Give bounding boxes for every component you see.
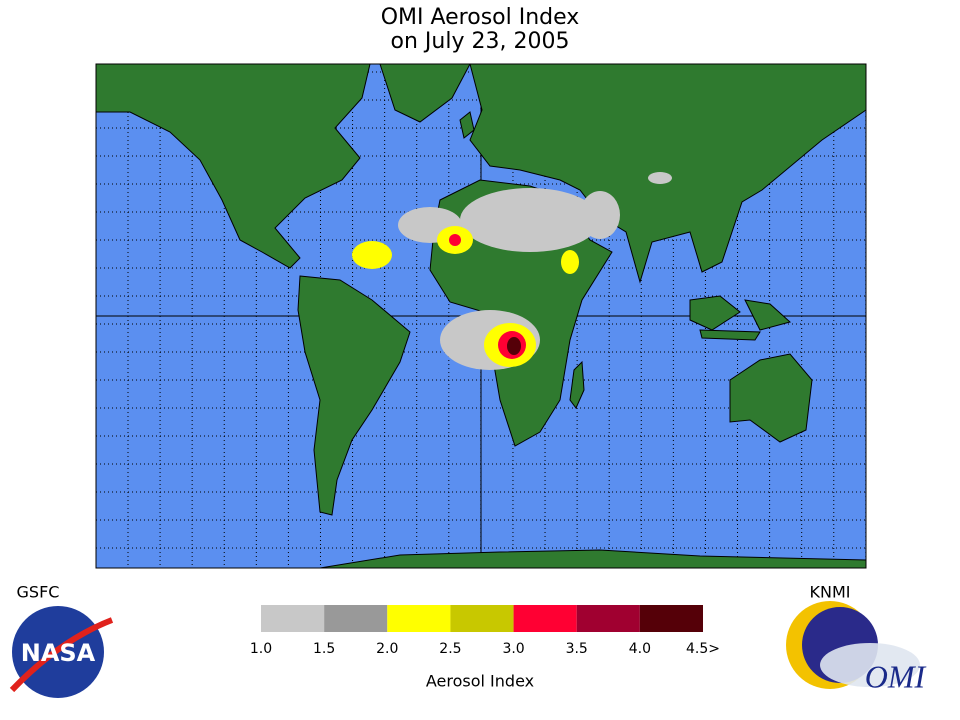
legend-swatch <box>324 605 388 632</box>
legend-label: 2.0 <box>376 641 398 657</box>
legend-swatch <box>261 605 325 632</box>
logo-caption: GSFC <box>17 583 60 602</box>
continents <box>95 63 867 569</box>
aerosol-patches <box>352 172 672 370</box>
legend-label: 3.5 <box>566 641 588 657</box>
legend: Aerosol Index 1.0 1.5 2.0 2.5 3.0 3.5 4.0 4.5> <box>250 605 720 691</box>
legend-label: 2.5 <box>439 641 461 657</box>
map <box>95 63 867 569</box>
omi-logo: KNMI OMI <box>786 583 927 694</box>
legend-title: Aerosol Index <box>426 672 534 691</box>
map-frame <box>95 63 867 569</box>
legend-swatch <box>576 605 640 632</box>
nasa-logo: GSFC NASA <box>9 583 114 698</box>
legend-label: 4.0 <box>629 641 651 657</box>
legend-label: 1.5 <box>313 641 335 657</box>
logo-text: NASA <box>21 639 96 667</box>
subtitle: on July 23, 2005 <box>391 29 570 54</box>
legend-label: 3.0 <box>502 641 524 657</box>
title: OMI Aerosol Index <box>381 5 580 30</box>
legend-swatch <box>450 605 514 632</box>
legend-swatch <box>513 605 577 632</box>
legend-label: 4.5> <box>686 641 720 657</box>
logo-caption: KNMI <box>810 583 851 602</box>
legend-label: 1.0 <box>250 641 272 657</box>
logo-text: OMI <box>865 658 927 694</box>
legend-swatch <box>387 605 451 632</box>
legend-swatch <box>639 605 703 632</box>
